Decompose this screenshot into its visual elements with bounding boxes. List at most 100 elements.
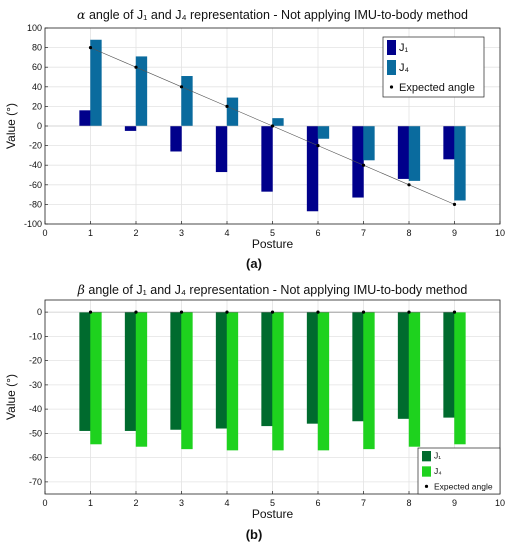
legend-swatch-j4 (422, 466, 431, 477)
y-tick-label: -20 (29, 356, 42, 366)
x-tick-label: 8 (406, 498, 411, 508)
expected-point-6 (316, 144, 320, 148)
x-tick-label: 1 (88, 228, 93, 238)
bar-j1-posture-5 (261, 126, 273, 192)
bar-j4-posture-6 (317, 126, 330, 139)
y-tick-label: -80 (29, 199, 42, 209)
y-tick-label: 20 (32, 101, 42, 111)
legend-box (417, 447, 501, 495)
y-tick-label: 100 (27, 23, 42, 33)
y-tick-label: -30 (29, 380, 42, 390)
bar-j4-posture-5 (272, 118, 284, 126)
y-tick-label: -40 (29, 160, 42, 170)
y-axis-label: Value (°) (4, 374, 18, 420)
y-tick-label: -20 (29, 141, 42, 151)
y-tick-label: 40 (32, 82, 42, 92)
y-tick-label: 80 (32, 43, 42, 53)
bar-j1-posture-8 (397, 126, 410, 179)
y-tick-label: -10 (29, 331, 42, 341)
bar-j4-posture-1 (90, 39, 102, 127)
expected-angle (88, 310, 457, 314)
x-tick-label: 10 (495, 228, 505, 238)
expected-point-5 (270, 310, 275, 314)
expected-point-8 (407, 310, 411, 314)
legend: J₁ J₄ Expected angle (382, 36, 485, 98)
legend-label-expected: Expected angle (434, 481, 493, 491)
expected-point-8 (407, 183, 411, 187)
legend-label-j4: J₄ (399, 62, 410, 74)
x-tick-label: 4 (224, 228, 229, 238)
legend-label-expected: Expected angle (399, 82, 475, 94)
expected-point-9 (452, 202, 457, 206)
bar-j4-posture-2 (135, 312, 148, 447)
expected-point-2 (134, 65, 138, 69)
bars (79, 39, 466, 212)
expected-point-7 (361, 163, 366, 167)
x-tick-label: 0 (42, 498, 47, 508)
bar-j1-posture-3 (170, 126, 182, 152)
x-tick-label: 2 (133, 498, 138, 508)
bar-j4-posture-5 (272, 312, 284, 451)
x-tick-label: 3 (179, 228, 184, 238)
x-tick-label: 5 (270, 228, 275, 238)
x-tick-label: 0 (42, 228, 47, 238)
legend-label-j1: J₁ (399, 42, 409, 54)
expected-point-3 (179, 310, 184, 314)
bar-j1-posture-1 (79, 110, 91, 126)
bar-j1-posture-5 (261, 312, 273, 427)
x-tick-label: 8 (406, 228, 411, 238)
x-tick-label: 7 (361, 228, 366, 238)
bar-j4-posture-4 (226, 312, 239, 451)
bar-j1-posture-3 (170, 312, 182, 430)
y-tick-label: -100 (24, 219, 42, 229)
chart-title: α angle of J₁ and J₄ representation - No… (77, 7, 468, 22)
y-tick-label: -40 (29, 404, 42, 414)
bar-j4-posture-7 (363, 312, 375, 450)
bar-j1-posture-2 (124, 312, 137, 431)
chart-beta: 0 1 2 3 4 5 6 7 8 9 10 -70 -60 -50 -40 -30 -20 -10 0 β angl… (4, 282, 505, 542)
bar-j4-posture-9 (454, 312, 466, 445)
bar-j4-posture-1 (90, 312, 102, 445)
chart-alpha: 0 1 2 3 4 5 6 7 8 9 10 -100 -80 -60 -40 -20 0 20 40 60 80 100… (4, 7, 505, 271)
x-tick-label: 2 (133, 228, 138, 238)
expected-angle (88, 46, 457, 206)
panel-label: (b) (246, 527, 263, 542)
x-tick-label: 1 (88, 498, 93, 508)
bar-j1-posture-4 (215, 126, 228, 173)
legend-marker-expected (424, 484, 429, 488)
legend-label-j4: J₄ (434, 466, 442, 476)
x-tick-label: 3 (179, 498, 184, 508)
expected-point-4 (225, 104, 229, 108)
legend: J₁ J₄ Expected angle (417, 447, 501, 495)
expected-point-4 (225, 310, 229, 314)
bars (79, 312, 466, 451)
bar-j4-posture-4 (226, 97, 239, 126)
panel-label: (a) (246, 256, 262, 271)
expected-point-9 (452, 310, 457, 314)
bar-j1-posture-9 (443, 312, 455, 418)
expected-point-1 (88, 46, 93, 50)
y-tick-label: -70 (29, 477, 42, 487)
bar-j4-posture-6 (317, 312, 330, 451)
bar-j4-posture-9 (454, 126, 466, 201)
bar-j1-posture-6 (306, 126, 319, 212)
x-axis-label: Posture (252, 237, 294, 251)
y-tick-label: -60 (29, 180, 42, 190)
y-tick-label: 0 (37, 307, 42, 317)
x-tick-label: 5 (270, 498, 275, 508)
x-tick-label: 7 (361, 498, 366, 508)
bar-j4-posture-3 (181, 76, 193, 126)
x-tick-label: 9 (452, 228, 457, 238)
chart-title: β angle of J₁ and J₄ representation - No… (77, 282, 468, 297)
x-axis-label: Posture (252, 507, 294, 521)
x-tick-label: 6 (315, 498, 320, 508)
y-tick-label: -50 (29, 428, 42, 438)
bar-j1-posture-7 (352, 126, 364, 198)
bar-j1-posture-2 (124, 126, 137, 131)
expected-point-5 (270, 124, 275, 128)
expected-point-7 (361, 310, 366, 314)
legend-swatch-j4 (387, 60, 396, 75)
x-tick-label: 9 (452, 498, 457, 508)
